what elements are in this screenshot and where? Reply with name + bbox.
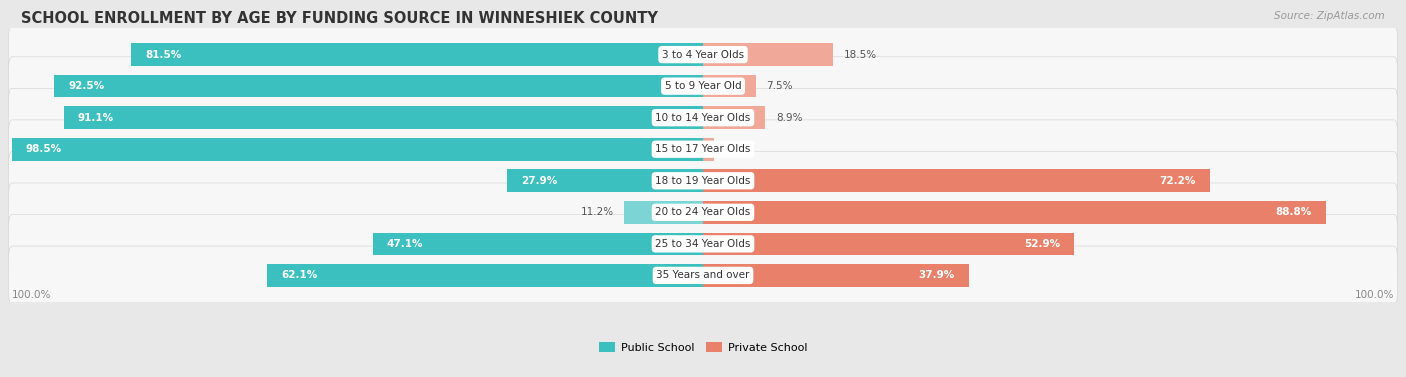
- Text: 8.9%: 8.9%: [776, 113, 803, 123]
- Bar: [63, 106, 703, 129]
- Text: 100.0%: 100.0%: [11, 290, 51, 300]
- Text: 15 to 17 Year Olds: 15 to 17 Year Olds: [655, 144, 751, 154]
- FancyBboxPatch shape: [8, 215, 1398, 273]
- Text: SCHOOL ENROLLMENT BY AGE BY FUNDING SOURCE IN WINNESHIEK COUNTY: SCHOOL ENROLLMENT BY AGE BY FUNDING SOUR…: [21, 11, 658, 26]
- Text: 25 to 34 Year Olds: 25 to 34 Year Olds: [655, 239, 751, 249]
- Text: 1.5%: 1.5%: [724, 144, 751, 154]
- FancyBboxPatch shape: [8, 57, 1398, 115]
- Bar: [53, 75, 703, 98]
- Bar: [703, 264, 969, 287]
- Text: Source: ZipAtlas.com: Source: ZipAtlas.com: [1274, 11, 1385, 21]
- Text: 100.0%: 100.0%: [1355, 290, 1395, 300]
- Bar: [373, 233, 703, 255]
- Text: 37.9%: 37.9%: [918, 270, 955, 280]
- Text: 81.5%: 81.5%: [145, 50, 181, 60]
- FancyBboxPatch shape: [8, 120, 1398, 179]
- Text: 98.5%: 98.5%: [25, 144, 62, 154]
- FancyBboxPatch shape: [8, 246, 1398, 305]
- Bar: [703, 43, 832, 66]
- FancyBboxPatch shape: [8, 88, 1398, 147]
- Text: 91.1%: 91.1%: [77, 113, 114, 123]
- Text: 35 Years and over: 35 Years and over: [657, 270, 749, 280]
- FancyBboxPatch shape: [8, 183, 1398, 242]
- Text: 18.5%: 18.5%: [844, 50, 876, 60]
- Text: 10 to 14 Year Olds: 10 to 14 Year Olds: [655, 113, 751, 123]
- Bar: [11, 138, 703, 161]
- Text: 27.9%: 27.9%: [522, 176, 558, 186]
- Bar: [508, 169, 703, 192]
- Text: 72.2%: 72.2%: [1159, 176, 1195, 186]
- Bar: [624, 201, 703, 224]
- Bar: [131, 43, 703, 66]
- Text: 18 to 19 Year Olds: 18 to 19 Year Olds: [655, 176, 751, 186]
- Text: 52.9%: 52.9%: [1024, 239, 1060, 249]
- Bar: [703, 138, 713, 161]
- Bar: [703, 169, 1209, 192]
- Bar: [703, 233, 1074, 255]
- Text: 62.1%: 62.1%: [281, 270, 318, 280]
- FancyBboxPatch shape: [8, 152, 1398, 210]
- Text: 88.8%: 88.8%: [1275, 207, 1312, 217]
- Text: 47.1%: 47.1%: [387, 239, 423, 249]
- FancyBboxPatch shape: [8, 25, 1398, 84]
- Bar: [703, 201, 1326, 224]
- Text: 7.5%: 7.5%: [766, 81, 793, 91]
- Text: 3 to 4 Year Olds: 3 to 4 Year Olds: [662, 50, 744, 60]
- Text: 11.2%: 11.2%: [581, 207, 614, 217]
- Bar: [267, 264, 703, 287]
- Text: 20 to 24 Year Olds: 20 to 24 Year Olds: [655, 207, 751, 217]
- Legend: Public School, Private School: Public School, Private School: [595, 337, 811, 357]
- Text: 92.5%: 92.5%: [67, 81, 104, 91]
- Bar: [703, 75, 755, 98]
- Text: 5 to 9 Year Old: 5 to 9 Year Old: [665, 81, 741, 91]
- Bar: [703, 106, 765, 129]
